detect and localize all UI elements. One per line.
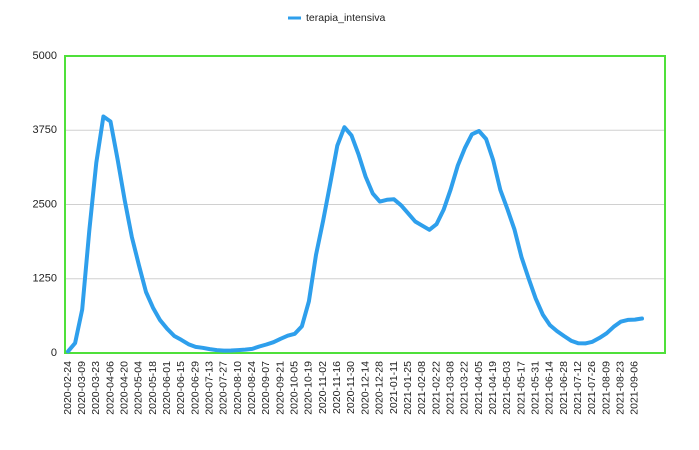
x-tick-label: 2020-06-01 — [161, 361, 173, 415]
x-tick-label: 2021-05-17 — [515, 361, 527, 415]
x-tick-label: 2021-04-19 — [487, 361, 499, 415]
x-tick-label: 2020-05-04 — [133, 361, 145, 415]
y-tick-label: 1250 — [33, 273, 57, 285]
x-tick-label: 2021-06-14 — [544, 361, 556, 415]
x-tick-label: 2021-02-22 — [430, 361, 442, 415]
x-tick-label: 2020-11-30 — [345, 361, 357, 414]
y-tick-label: 2500 — [33, 198, 57, 210]
x-tick-label: 2020-08-24 — [246, 361, 258, 415]
x-tick-label: 2020-09-21 — [274, 361, 286, 415]
x-tick-label: 2021-07-26 — [586, 361, 598, 415]
x-tick-label: 2020-05-18 — [147, 361, 159, 415]
x-tick-label: 2020-03-23 — [90, 361, 102, 415]
x-tick-label: 2021-02-08 — [416, 361, 428, 415]
x-tick-label: 2021-01-11 — [388, 361, 400, 414]
x-tick-label: 2021-09-06 — [629, 361, 641, 415]
x-tick-label: 2020-07-13 — [204, 361, 216, 415]
x-tick-label: 2021-06-28 — [558, 361, 570, 415]
x-tick-label: 2020-06-29 — [189, 361, 201, 415]
x-tick-label: 2020-10-19 — [303, 361, 315, 415]
plot-frame — [64, 55, 666, 354]
x-tick-label: 2020-06-15 — [175, 361, 187, 415]
x-tick-label: 2021-08-09 — [600, 361, 612, 415]
x-tick-label: 2021-03-22 — [459, 361, 471, 415]
x-tick-label: 2020-03-09 — [76, 361, 88, 415]
x-tick-label: 2020-07-27 — [218, 361, 230, 415]
data-line — [66, 114, 644, 354]
x-tick-label: 2020-08-10 — [232, 361, 244, 415]
x-tick-label: 2020-11-02 — [317, 361, 329, 414]
x-tick-label: 2020-02-24 — [62, 361, 74, 415]
x-tick-label: 2021-05-03 — [501, 361, 513, 415]
x-tick-label: 2021-04-05 — [473, 361, 485, 415]
y-tick-label: 3750 — [33, 124, 57, 136]
x-tick-label: 2020-12-28 — [374, 361, 386, 415]
y-tick-label: 5000 — [33, 50, 57, 62]
x-tick-label: 2020-11-16 — [331, 361, 343, 414]
x-tick-label: 2020-04-20 — [118, 361, 130, 415]
x-tick-label: 2021-08-23 — [615, 361, 627, 415]
x-tick-label: 2021-05-31 — [529, 361, 541, 415]
x-tick-label: 2020-10-05 — [289, 361, 301, 415]
x-tick-label: 2020-04-06 — [104, 361, 116, 415]
x-tick-label: 2021-01-25 — [402, 361, 414, 415]
y-tick-label: 0 — [51, 347, 57, 359]
x-tick-label: 2020-09-07 — [260, 361, 272, 415]
legend-label: terapia_intensiva — [306, 12, 386, 24]
x-tick-label: 2021-03-08 — [444, 361, 456, 415]
x-tick-label: 2020-12-14 — [359, 361, 371, 415]
x-tick-label: 2021-07-12 — [572, 361, 584, 415]
